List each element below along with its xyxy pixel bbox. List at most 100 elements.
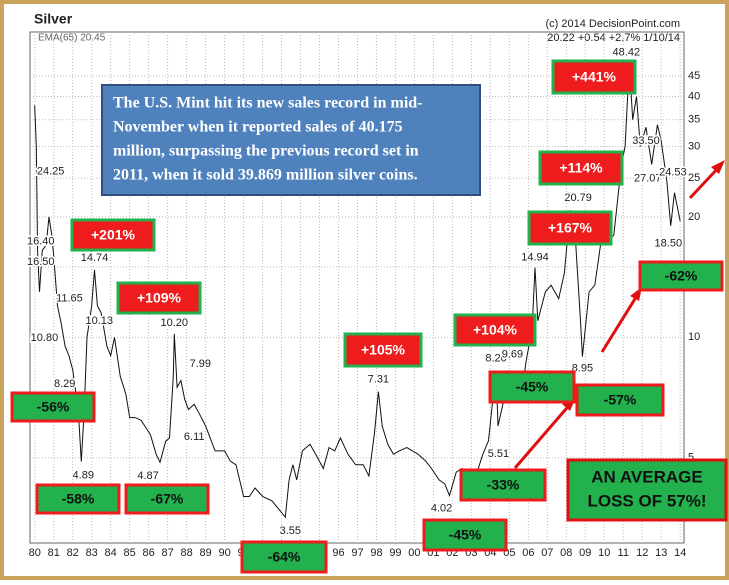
note-text: million, surpassing the previous record …	[113, 143, 419, 160]
y-tick-label: 20	[688, 211, 700, 223]
x-tick-label: 90	[218, 547, 230, 559]
y-tick-label: 40	[688, 90, 700, 102]
price-label: 16.40	[27, 235, 55, 247]
x-tick-label: 99	[389, 547, 401, 559]
note-box	[101, 84, 481, 196]
price-label: 5.51	[488, 448, 509, 460]
y-tick-label: 5	[688, 452, 694, 464]
price-label: 9.69	[502, 349, 523, 361]
x-tick-label: 89	[199, 547, 211, 559]
annotation-text: -57%	[604, 392, 637, 408]
price-label: 4.89	[73, 469, 94, 481]
annotation-text: -45%	[516, 379, 549, 395]
price-label: 8.29	[54, 378, 75, 390]
x-tick-label: 11	[618, 547, 629, 559]
x-tick-label: 88	[180, 547, 192, 559]
y-tick-label: 30	[688, 140, 700, 152]
price-label: 20.79	[564, 192, 592, 204]
annotation-text: -64%	[268, 549, 301, 565]
x-tick-label: 08	[560, 547, 572, 559]
annotations: AN AVERAGE LOSS OF 57%! -56% +201% +109% -58%…	[10, 59, 724, 574]
x-tick-label: 07	[541, 547, 553, 559]
price-label: 27.07	[634, 172, 662, 184]
arrow	[688, 164, 722, 200]
price-label: 33.50	[632, 135, 660, 147]
annotation-text: -58%	[62, 491, 95, 507]
price-label: 10.80	[31, 332, 59, 344]
price-label: 14.94	[521, 251, 549, 263]
annotation-text: -33%	[487, 477, 520, 493]
annotation-box	[116, 281, 202, 315]
price-label: 4.02	[431, 503, 452, 515]
price-label: 24.53	[659, 166, 687, 178]
callout-text: LOSS OF 57%!	[587, 491, 706, 510]
x-tick-label: 97	[351, 547, 363, 559]
price-label: 6.11	[184, 431, 205, 443]
annotation-box	[538, 150, 624, 186]
price-label: 7.99	[190, 358, 211, 370]
price-label: 7.31	[368, 374, 389, 386]
x-tick-label: 14	[674, 547, 686, 559]
indicator: EMA(65) 20.45	[38, 33, 106, 44]
quote: 20.22 +0.54 +2.7% 1/10/14	[547, 32, 680, 44]
annotation-box	[453, 313, 537, 347]
annotation-box	[575, 383, 665, 417]
x-tick-label: 13	[655, 547, 667, 559]
annotation-box	[422, 518, 508, 552]
price-label: 8.20	[485, 353, 506, 365]
annotation-text: +167%	[548, 220, 593, 236]
x-tick-label: 06	[522, 547, 534, 559]
note: The U.S. Mint hit its new sales record i…	[113, 95, 422, 184]
price-label: 18.50	[655, 237, 683, 249]
annotation-text: +441%	[572, 69, 617, 85]
price-label: 4.87	[137, 470, 158, 482]
x-tick-label: 84	[105, 547, 117, 559]
annotation-box	[638, 260, 724, 292]
arrow	[513, 401, 574, 469]
annotation-box	[488, 370, 576, 404]
annotation-text: +114%	[559, 160, 603, 176]
annotation-box	[527, 210, 613, 246]
annotation-text: -45%	[449, 527, 482, 543]
annotation-box	[240, 540, 328, 574]
plot: 24.25 16.40 16.50 11.65 10.80 8.29 4.89 14.74 10…	[25, 45, 688, 539]
arrow	[600, 293, 640, 353]
price-label: 10.20	[161, 317, 189, 329]
x-tick-label: 83	[86, 547, 98, 559]
callout-text: AN AVERAGE	[591, 467, 702, 486]
y-tick-label: 35	[688, 114, 700, 126]
price-label: 24.25	[37, 165, 65, 177]
y-tick-label: 45	[688, 70, 700, 82]
x-tick-label: 00	[408, 547, 420, 559]
arrow-head	[711, 160, 725, 174]
annotation-box	[551, 59, 637, 95]
x-tick-label: 81	[48, 547, 60, 559]
x-tick-label: 09	[579, 547, 591, 559]
annotation-text: +109%	[137, 290, 182, 306]
x-tick-label: 82	[67, 547, 79, 559]
price-label: 8.95	[572, 362, 593, 374]
annotation-text: -67%	[151, 491, 184, 507]
annotation-text: -62%	[665, 268, 698, 284]
x-tick-label: 80	[29, 547, 41, 559]
x-tick-label: 85	[124, 547, 136, 559]
source: (c) 2014 DecisionPoint.com	[545, 18, 680, 30]
annotation-box	[70, 218, 156, 252]
callout-box	[566, 458, 728, 522]
price-label: 11.65	[56, 293, 83, 305]
annotation-box	[343, 332, 423, 368]
x-tick-label: 10	[598, 547, 610, 559]
annotation-text: +201%	[91, 227, 136, 243]
x-tick-label: 98	[370, 547, 382, 559]
x-tick-label: 87	[162, 547, 174, 559]
price-label: 3.55	[280, 525, 301, 537]
note-text: The U.S. Mint hit its new sales record i…	[113, 95, 422, 112]
annotation-text: +105%	[361, 342, 406, 358]
chart-title: Silver	[34, 11, 73, 27]
annotation-text: -56%	[37, 399, 70, 415]
x-tick-label: 96	[332, 547, 344, 559]
note-text: 2011, when it sold 39.869 million silver…	[113, 167, 418, 184]
x-tick-label: 86	[143, 547, 155, 559]
price-label: 14.74	[81, 252, 109, 264]
